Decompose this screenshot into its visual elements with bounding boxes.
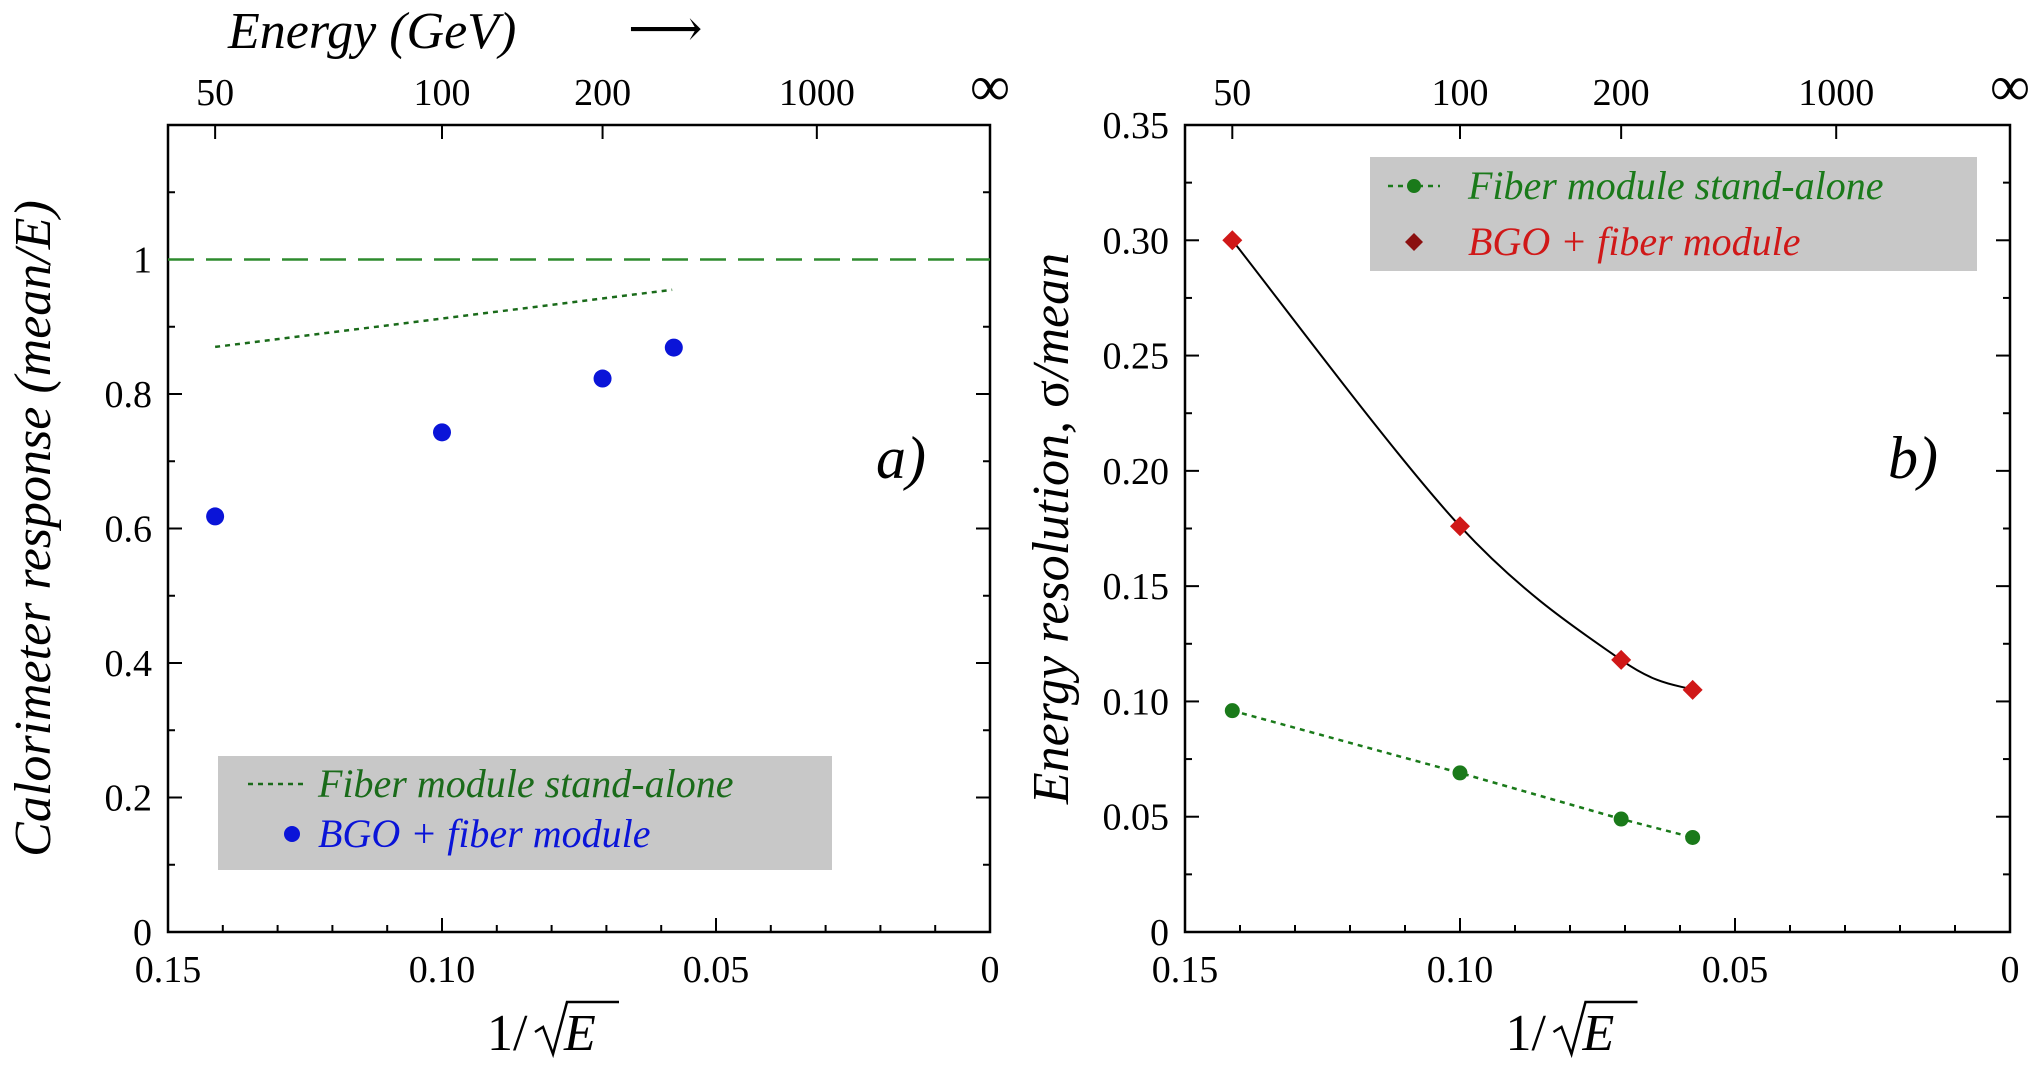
x-tick-label: 0.15: [135, 949, 202, 991]
series-line-fiber-module: [1231, 709, 1693, 839]
x-tick-label: 0.10: [1427, 949, 1494, 991]
data-point-bgo-fiber: [1222, 230, 1243, 251]
panel-a-x-axis-title: 1/ E: [487, 1000, 619, 1062]
legend-background: [218, 756, 832, 870]
panel-a-tag: a): [876, 425, 926, 491]
panel-a-legend: Fiber module stand-alone BGO + fiber modu…: [218, 756, 832, 870]
y-tick-label: 0.05: [1103, 797, 1170, 839]
top-energy-label: 1000: [1798, 72, 1874, 114]
panel-b-x-axis-title: 1/ E: [1506, 1000, 1638, 1062]
data-point-bgo-fiber: [1450, 516, 1470, 537]
panel-b-x-axis-prefix: 1/: [1506, 1005, 1547, 1062]
x-tick-label: 0: [981, 949, 1000, 991]
series-line-fiber-module: [214, 288, 673, 349]
panel-b-y-tick-labels: 0 0.05 0.10 0.15 0.20 0.25 0.30 0.35: [1103, 105, 1170, 954]
legend-label: BGO + fiber module: [1468, 219, 1801, 264]
top-energy-label: 50: [196, 72, 234, 114]
legend-label: Fiber module stand-alone: [1467, 163, 1884, 208]
panel-a-top-energy-labels: 50 100 200 1000 ∞: [196, 56, 1010, 118]
legend-symbol-circle: [1407, 179, 1421, 193]
panel-a-y-axis-title: Calorimeter response (mean/E): [5, 200, 62, 857]
data-point-fiber-module: [1452, 765, 1468, 781]
y-tick-label: 0.4: [105, 643, 153, 685]
panel-b-y-axis-suffix: /mean: [1023, 253, 1080, 383]
top-energy-label: 200: [1593, 72, 1650, 114]
panel-a-chart: 50 100 200 1000 ∞ 0.15 0.10 0.05 0 0 0.2 0.4 0.6 0.…: [5, 56, 1010, 1062]
legend-symbol-diamond: [1405, 233, 1423, 251]
legend-symbol-circle: [284, 826, 300, 842]
y-tick-label: 0.2: [105, 778, 153, 820]
y-tick-label: 0.30: [1103, 220, 1170, 262]
y-tick-label: 0.35: [1103, 105, 1170, 147]
top-axis-title: Energy (GeV): [227, 3, 516, 60]
top-energy-label: ∞: [1990, 56, 2030, 118]
y-tick-label: 0.25: [1103, 336, 1170, 378]
panel-b-tag: b): [1888, 425, 1938, 491]
panel-b-y-axis-sigma: σ: [1023, 380, 1080, 408]
panel-b-x-axis-var: E: [1582, 1005, 1615, 1062]
panel-b-x-tick-labels: 0.15 0.10 0.05 0: [1152, 949, 2020, 991]
data-point-fiber-module: [1685, 829, 1701, 845]
top-energy-label: 100: [1432, 72, 1489, 114]
panel-b-legend: Fiber module stand-alone BGO + fiber modu…: [1370, 157, 1977, 271]
data-point-fiber-module: [1613, 811, 1629, 827]
data-point-bgo-fiber: [593, 369, 612, 388]
top-energy-label: 100: [414, 72, 471, 114]
panel-b-sqrt-sign: [1552, 1000, 1638, 1059]
panel-b-y-axis-prefix: Energy resolution,: [1023, 408, 1080, 805]
data-point-bgo-fiber: [433, 423, 451, 442]
x-tick-label: 0.15: [1152, 949, 1219, 991]
y-tick-label: 0.15: [1103, 566, 1170, 608]
y-tick-label: 0.6: [105, 509, 153, 551]
data-point-bgo-fiber: [1682, 679, 1703, 700]
top-axis-arrow: ⟶: [628, 1, 703, 58]
panel-b-top-energy-labels: 50 100 200 1000 ∞: [1213, 56, 2030, 118]
panel-a-marks: [168, 258, 990, 526]
y-tick-label: 0.10: [1103, 681, 1170, 723]
panel-b-y-axis-title: Energy resolution, σ/mean: [1023, 253, 1080, 805]
y-tick-label: 1: [133, 240, 152, 282]
y-tick-label: 0: [133, 912, 152, 954]
x-tick-label: 0.10: [409, 949, 476, 991]
y-tick-label: 0: [1150, 912, 1169, 954]
panel-a-ticks: [167, 125, 991, 933]
data-point-fiber-module: [1224, 703, 1240, 719]
panel-a-x-axis-var: E: [563, 1005, 596, 1062]
legend-label: BGO + fiber module: [318, 811, 651, 856]
top-energy-label: 1000: [779, 72, 855, 114]
panel-a-x-tick-labels: 0.15 0.10 0.05 0: [135, 949, 1000, 991]
panel-a-x-axis-prefix: 1/: [487, 1005, 528, 1062]
panel-b-ticks: [1184, 124, 2011, 933]
top-energy-label: 200: [574, 72, 631, 114]
top-energy-label: 50: [1213, 72, 1251, 114]
data-point-bgo-fiber: [206, 507, 225, 526]
data-point-bgo-fiber: [1611, 649, 1632, 670]
series-curve-bgo-fiber: [1231, 239, 1694, 691]
top-energy-label: ∞: [970, 56, 1010, 118]
y-tick-label: 0.20: [1103, 451, 1170, 493]
legend-background: [1370, 157, 1977, 271]
x-tick-label: 0.05: [1702, 949, 1769, 991]
panel-a-sqrt-sign: [534, 1000, 619, 1059]
x-tick-label: 0.05: [683, 949, 750, 991]
panel-b-marks: [1222, 230, 1703, 845]
data-point-bgo-fiber: [664, 338, 683, 357]
legend-label: Fiber module stand-alone: [317, 761, 734, 806]
y-tick-label: 0.8: [105, 374, 153, 416]
panel-b-chart: 50 100 200 1000 ∞ 0.15 0.10 0.05 0 00.050.100.1…: [1023, 56, 2030, 1062]
x-tick-label: 0: [2001, 949, 2020, 991]
panel-a-y-tick-labels: 0 0.2 0.4 0.6 0.8 1: [105, 240, 153, 955]
